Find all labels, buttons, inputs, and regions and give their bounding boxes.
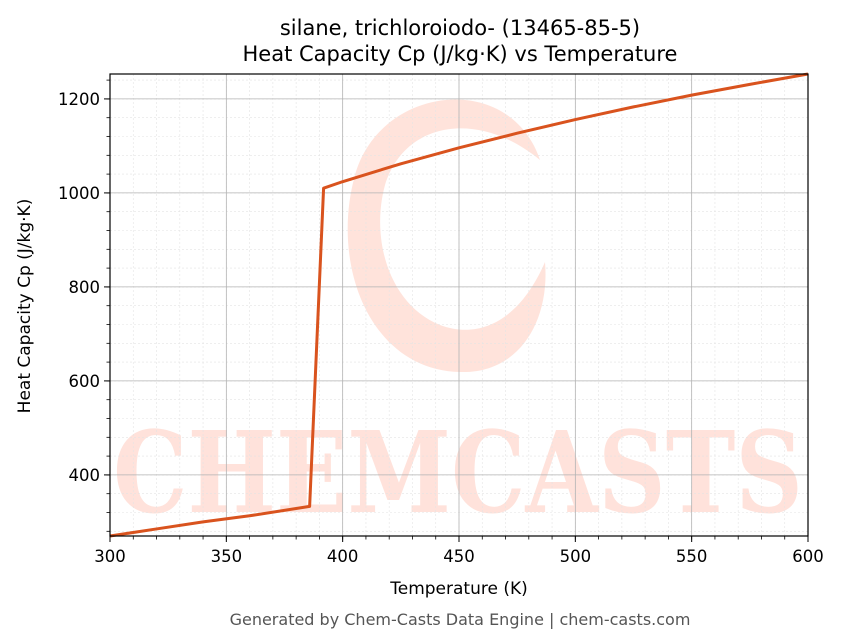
x-tick-label: 500	[560, 547, 592, 566]
major-grid	[109, 74, 809, 536]
series-line-0	[109, 72, 809, 538]
y-tick-label: 1200	[58, 90, 100, 109]
x-tick-label: 400	[327, 547, 359, 566]
chart-title-line-1: silane, trichloroiodo- (13465-85-5)	[280, 16, 640, 40]
y-tick-label: 600	[69, 372, 101, 391]
x-axis-ticks: 300 350 400 450 500 550 600	[94, 536, 824, 566]
x-tick-label: 600	[792, 547, 824, 566]
chart-title-line-2: Heat Capacity Cp (J/kg·K) vs Temperature	[243, 42, 678, 66]
y-tick-label: 800	[69, 278, 101, 297]
y-tick-label: 1000	[58, 184, 100, 203]
footer-credit: Generated by Chem-Casts Data Engine | ch…	[230, 610, 691, 629]
watermark-swirl	[347, 99, 546, 373]
x-tick-label: 450	[443, 547, 475, 566]
x-axis-label: Temperature (K)	[389, 579, 528, 599]
y-tick-label: 400	[69, 466, 101, 485]
x-tick-label: 350	[211, 547, 243, 566]
x-tick-label: 300	[94, 547, 126, 566]
y-axis-label: Heat Capacity Cp (J/kg·K)	[15, 199, 35, 414]
x-tick-label: 550	[676, 547, 708, 566]
series-layer	[109, 72, 809, 538]
y-axis-ticks: 400 600 800 1000 1200	[58, 79, 110, 532]
